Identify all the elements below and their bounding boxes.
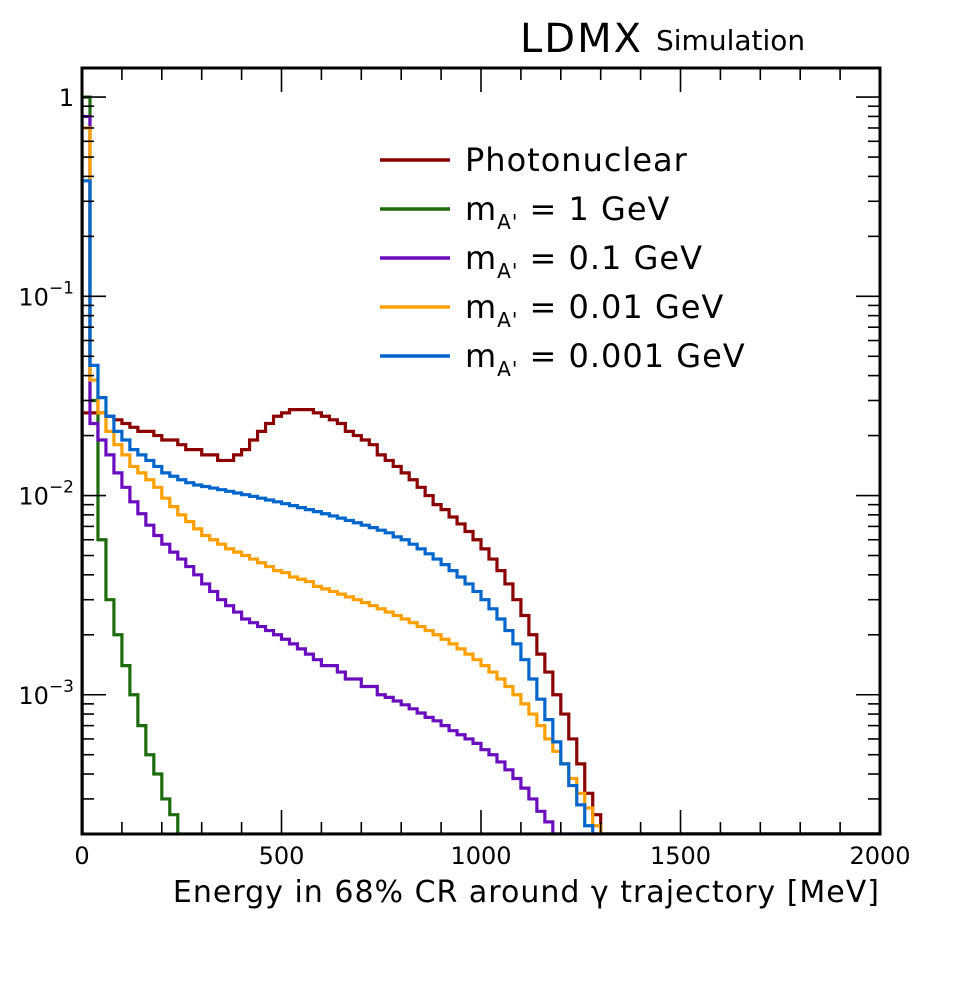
x-tick-label: 2000 (849, 842, 910, 870)
x-axis-title: Energy in 68% CR around γ trajectory [Me… (173, 875, 880, 910)
x-tick-labels: 0 500 1000 1500 2000 (74, 842, 910, 870)
series-line-2 (82, 114, 880, 834)
series-layer (82, 95, 880, 834)
series-line-0 (82, 408, 880, 834)
x-tick-label: 0 (74, 842, 89, 870)
y-tick-label: 1 (59, 84, 74, 112)
x-tick-label: 1500 (650, 842, 711, 870)
x-tick-label: 500 (259, 842, 305, 870)
legend-label-4: mA' = 0.001 GeV (465, 337, 746, 381)
legend-label-2: mA' = 0.1 GeV (465, 239, 703, 283)
legend-label-3: mA' = 0.01 GeV (465, 288, 724, 332)
y-tick-label: 10−1 (18, 278, 74, 311)
legend-label-1: mA' = 1 GeV (465, 190, 670, 234)
y-tick-labels: 1 10−1 10−2 10−3 (18, 84, 74, 710)
y-tick-label: 10−3 (18, 677, 74, 710)
series-line-4 (82, 179, 880, 834)
legend: Photonuclear mA' = 1 GeV mA' = 0.1 GeV mA' … (380, 141, 746, 381)
y-tick-label: 10−2 (18, 478, 74, 511)
series-line-3 (82, 126, 880, 834)
legend-label-0: Photonuclear (465, 141, 688, 179)
x-tick-label: 1000 (450, 842, 511, 870)
series-line-1 (82, 95, 880, 834)
status-label: Simulation (656, 24, 805, 57)
experiment-label: LDMX (520, 16, 643, 62)
plot-frame (80, 66, 882, 836)
